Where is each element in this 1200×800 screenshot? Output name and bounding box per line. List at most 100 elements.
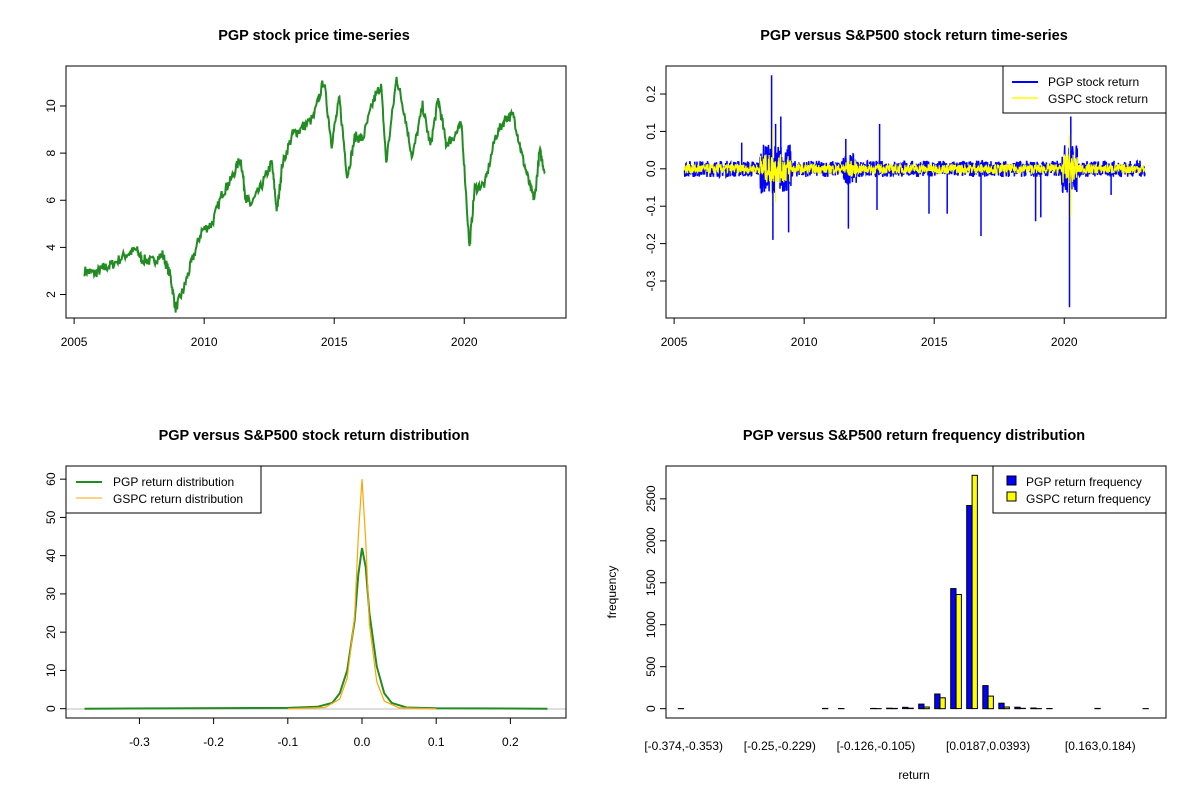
y-tick-label: 1000 [644,611,658,638]
x-axis: [-0.374,-0.353) [-0.25,-0.229) [-0.126,-0.… [644,739,1135,753]
plot-area [677,474,1149,710]
y-tick-label: 500 [644,656,658,676]
plot-area [683,75,1146,308]
plot-area [83,76,546,313]
pgp-bar [886,707,893,710]
y-tick-label: 0.2 [644,85,658,102]
return-timeseries-chart: PGP versus S&P500 stock return time-seri… [644,28,1167,349]
x-axis-label: return [898,768,929,782]
y-tick-label: 2000 [644,527,658,554]
x-tick-label: 2015 [321,335,348,349]
x-tick-label: [-0.374,-0.353) [644,739,723,753]
x-tick-label: [0.163,0.184) [1065,739,1136,753]
y-tick-label: -0.2 [644,233,658,254]
x-tick-label: [-0.126,-0.105) [837,739,916,753]
plot-frame [65,465,567,719]
chart-title: PGP versus S&P500 stock return distribut… [159,428,470,444]
chart-title: PGP versus S&P500 return frequency distr… [743,428,1085,444]
plot-area [84,479,548,710]
y-tick-label: 2 [44,291,58,298]
gspc-bar [955,594,962,710]
legend-label-pgp: PGP stock return [1048,75,1139,89]
y-axis: 2 4 6 8 10 [44,99,67,298]
chart-title: PGP versus S&P500 stock return time-seri… [760,28,1068,44]
x-tick-label: [-0.25,-0.229) [744,739,816,753]
pgp-bar [950,588,957,710]
price-line [83,76,546,313]
x-axis: 2005 2010 2015 2020 [661,317,1078,349]
pgp-bar [918,703,925,710]
x-tick-label: 2020 [451,335,478,349]
legend: PGP return frequency GSPC return frequen… [992,465,1167,514]
x-tick-label: 0.1 [428,735,445,749]
y-tick-label: 10 [44,663,58,677]
y-tick-label: 0.0 [644,160,658,177]
x-tick-label: 2005 [61,335,88,349]
y-tick-label: 10 [44,99,58,113]
plot-frame [665,465,1167,719]
y-tick-label: -0.1 [644,196,658,217]
y-tick-label: -0.3 [644,270,658,291]
legend-label-pgp: PGP return distribution [113,475,234,489]
pgp-bar [966,505,973,710]
legend-swatch-gspc [1006,491,1017,502]
pgp-bar [982,685,989,710]
x-tick-label: -0.1 [277,735,298,749]
x-tick-label: 2010 [791,335,818,349]
x-tick-label: -0.3 [129,735,150,749]
legend-label-pgp: PGP return frequency [1026,475,1142,489]
y-axis-label: frequency [605,566,619,619]
y-tick-label: 60 [44,472,58,486]
x-tick-label: 0.0 [354,735,371,749]
legend-box [65,465,262,514]
legend-label-gspc: GSPC return frequency [1026,492,1151,506]
return-distribution-chart: PGP versus S&P500 stock return distribut… [44,428,567,749]
y-tick-label: 30 [44,587,58,601]
legend-box [1002,65,1167,114]
y-tick-label: 6 [44,197,58,204]
x-tick-label: 2020 [1051,335,1078,349]
y-axis: 0 500 1000 1500 2000 2500 [644,485,667,712]
gspc-bar [1003,706,1010,710]
y-axis: -0.3 -0.2 -0.1 0.0 0.1 0.2 [644,85,667,291]
y-tick-label: 8 [44,149,58,156]
legend-label-gspc: GSPC stock return [1048,92,1148,106]
pgp-bar [934,693,941,710]
legend-box [992,465,1167,514]
pgp-bar [1014,706,1021,710]
y-tick-label: 0 [644,705,658,712]
x-tick-label: 2005 [661,335,688,349]
y-tick-label: 4 [44,244,58,251]
pgp-bar [1030,707,1037,710]
gspc-return-line [683,127,1146,218]
gspc-density-line [287,479,437,710]
gspc-bar [971,474,978,710]
x-axis: -0.3 -0.2 -0.1 0.0 0.1 0.2 [129,717,519,749]
plot-frame [665,65,1167,319]
gspc-bar [923,706,930,710]
x-tick-label: 2010 [191,335,218,349]
y-tick-label: 50 [44,510,58,524]
pgp-density-line [84,547,548,710]
x-tick-label: 2015 [921,335,948,349]
gspc-bar [939,697,946,710]
pgp-bar [998,702,1005,710]
y-tick-label: 2500 [644,485,658,512]
y-tick-label: 20 [44,625,58,639]
chart-title: PGP stock price time-series [218,28,410,44]
x-axis: 2005 2010 2015 2020 [61,317,478,349]
pgp-bar [902,706,909,710]
y-axis: 0 10 20 30 40 50 60 [44,472,67,712]
gspc-bar [987,695,994,710]
y-tick-label: 40 [44,549,58,563]
legend-swatch-pgp [1006,475,1017,486]
legend-label-gspc: GSPC return distribution [113,492,243,506]
plot-frame [65,65,567,319]
x-tick-label: 0.2 [502,735,519,749]
frequency-bar-chart: PGP versus S&P500 return frequency distr… [605,428,1167,782]
y-tick-label: 0.1 [644,123,658,140]
legend: PGP return distribution GSPC return dist… [65,465,262,514]
y-tick-label: 1500 [644,569,658,596]
